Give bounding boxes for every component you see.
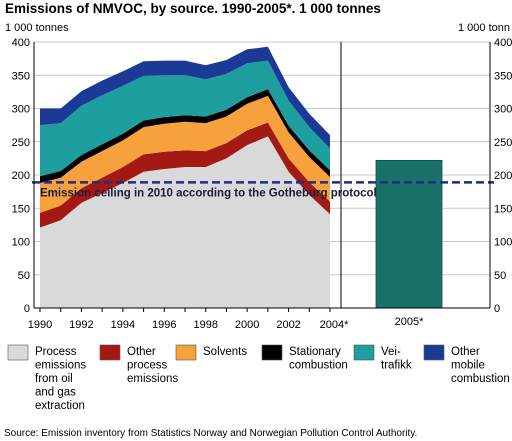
y-tick-label-right: 200 — [494, 170, 512, 182]
y-tick-label-left: 300 — [12, 104, 30, 116]
legend-swatch-6 — [423, 344, 445, 361]
legend-swatch-5 — [353, 344, 375, 361]
legend-label-line: emissions — [127, 373, 178, 385]
area-series-3 — [40, 95, 330, 213]
legend-label-line: extraction — [35, 400, 85, 412]
reference-line: Emission ceiling in 2010 according to th… — [32, 181, 494, 199]
legend-label-3: Solvents — [203, 346, 247, 358]
legend-label-line: and gas — [35, 387, 76, 399]
y-tick-label-left: 0 — [24, 303, 30, 315]
legend-label-6: Other mobile combustion — [451, 346, 510, 385]
y-tick-label-left: 50 — [18, 270, 30, 282]
y-axis-unit-left: 1 000 tonnes — [5, 22, 69, 34]
legend-swatch-4 — [261, 344, 283, 361]
bar-category-label: 2005* — [395, 316, 424, 328]
source-note: Source: Emission inventory from Statisti… — [4, 428, 418, 439]
legend-label-line: trafikk — [381, 360, 412, 372]
legend-label-line: Process — [35, 346, 77, 358]
legend-label-1: Process emissions from oil and gas extractio… — [35, 346, 86, 412]
y-tick-label-right: 150 — [494, 203, 512, 215]
legend-label-line: Vei- — [381, 346, 401, 358]
area-series-1 — [40, 136, 330, 308]
legend-label-line: combustion — [289, 360, 348, 372]
legend-label-line: Other — [127, 346, 156, 358]
y-axis-unit-right: 1 000 tonn — [458, 22, 510, 34]
legend-swatch-2 — [99, 344, 121, 361]
x-tick-label: 2000 — [235, 319, 259, 331]
area-series-5 — [40, 60, 330, 177]
y-tick-label-left: 200 — [12, 170, 30, 182]
y-tick-label-right: 100 — [494, 237, 512, 249]
y-tick-label-right: 400 — [494, 37, 512, 49]
legend-label-line: Stationary — [289, 346, 341, 358]
bar-2005-rect — [375, 159, 443, 309]
y-tick-label-left: 250 — [12, 137, 30, 149]
legend-label-4: Stationary combustion — [289, 346, 348, 372]
bar-2005 — [375, 159, 443, 309]
legend-label-line: Other — [451, 346, 480, 358]
y-tick-label-right: 300 — [494, 104, 512, 116]
x-tick-label: 1992 — [69, 319, 93, 331]
legend-label-line: combustion — [451, 373, 510, 385]
x-tick-label: 2002 — [276, 319, 300, 331]
y-tick-label-left: 100 — [12, 237, 30, 249]
y-tick-label-right: 0 — [494, 303, 500, 315]
stacked-areas — [40, 46, 330, 308]
legend-swatch-3 — [175, 344, 197, 361]
y-tick-label-right: 250 — [494, 137, 512, 149]
axes — [33, 42, 491, 312]
x-tick-label: 1994 — [111, 319, 135, 331]
legend-label-2: Other process emissions — [127, 346, 178, 385]
tick-labels: 0 0 50 50 100 100 150 150 200 200 250 250 300 300 350 3… — [5, 22, 512, 331]
chart-title: Emissions of NMVOC, by source. 1990-2005… — [5, 1, 381, 16]
x-tick-label: 1996 — [152, 319, 176, 331]
legend-swatch-1 — [7, 344, 29, 361]
y-tick-label-left: 150 — [12, 203, 30, 215]
legend-label-line: emissions — [35, 360, 86, 372]
legend-label-line: mobile — [451, 360, 485, 372]
ceiling-label: Emission ceiling in 2010 according to th… — [40, 187, 377, 199]
y-tick-label-left: 400 — [12, 37, 30, 49]
legend-label-line: process — [127, 360, 168, 372]
legend-label-line: from oil — [35, 373, 73, 385]
x-tick-label: 1990 — [28, 319, 52, 331]
area-series-6 — [40, 46, 330, 149]
y-tick-label-right: 50 — [494, 270, 506, 282]
x-tick-label: 1998 — [193, 319, 217, 331]
legend: Process emissions from oil and gas extractio… — [7, 344, 510, 412]
y-tick-label-right: 350 — [494, 70, 512, 82]
legend-label-5: Vei-trafikk — [381, 346, 412, 372]
x-tick-label: 2004* — [320, 319, 349, 331]
legend-label-line: Solvents — [203, 346, 247, 358]
y-tick-label-left: 350 — [12, 70, 30, 82]
